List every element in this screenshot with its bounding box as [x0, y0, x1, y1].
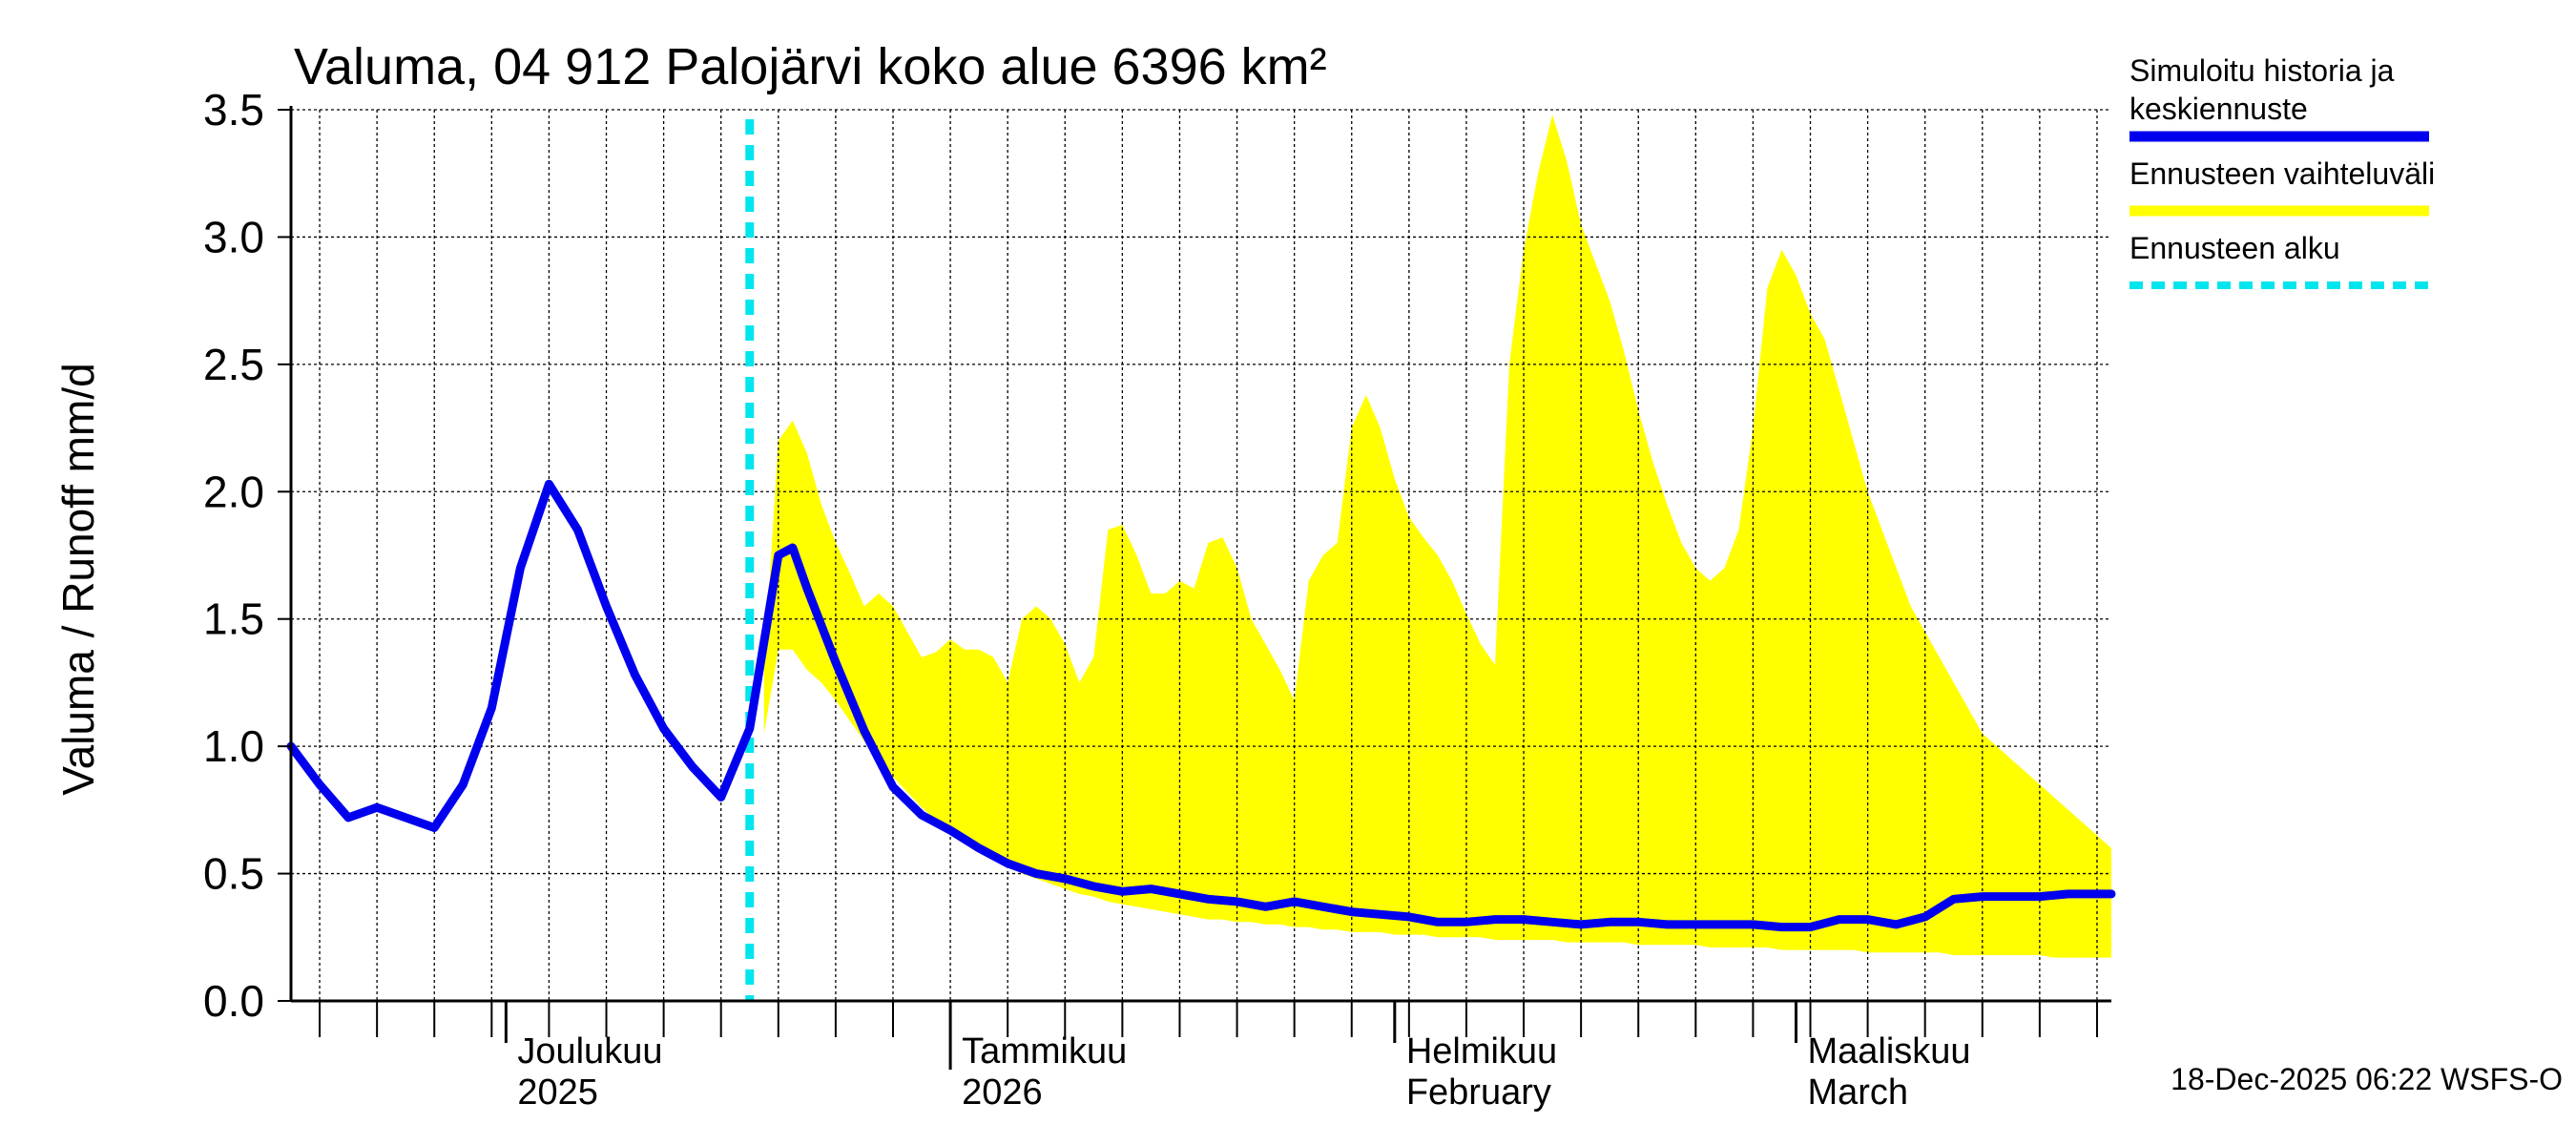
y-tick-label: 3.5 [203, 85, 264, 135]
forecast-range-layer [763, 114, 2111, 958]
legend-label: Ennusteen vaihteluväli [2129, 156, 2435, 191]
y-tick-label: 1.0 [203, 721, 264, 771]
legend: Simuloitu historia ja keskiennuste Ennuste… [2129, 53, 2435, 289]
legend-label: Ennusteen alku [2129, 231, 2340, 265]
month-sublabel: March [1807, 1072, 1908, 1113]
y-axis-label: Valuma / Runoff mm/d [53, 363, 103, 795]
y-tick-label: 2.5 [203, 340, 264, 389]
legend-label: Simuloitu historia ja [2129, 53, 2395, 88]
chart-title: Valuma, 04 912 Palojärvi koko alue 6396 … [294, 38, 1327, 95]
label-layer: Valuma, 04 912 Palojärvi koko alue 6396 … [53, 38, 2563, 1096]
legend-label-line2: keskiennuste [2129, 92, 2308, 126]
history-line-layer [286, 119, 2116, 1001]
grid-layer [291, 109, 2111, 1001]
y-tick-label: 2.0 [203, 467, 264, 516]
y-tick-label: 0.0 [203, 976, 264, 1026]
history-median-line [286, 479, 2116, 932]
forecast-range-band [763, 114, 2111, 958]
month-label: Joulukuu [517, 1031, 662, 1072]
y-tick-label: 0.5 [203, 849, 264, 899]
timestamp: 18-Dec-2025 06:22 WSFS-O [2171, 1062, 2563, 1096]
month-sublabel: 2025 [517, 1072, 598, 1113]
y-tick-label: 1.5 [203, 594, 264, 644]
month-label: Helmikuu [1406, 1031, 1557, 1072]
month-sublabel: 2026 [962, 1072, 1043, 1113]
month-label: Maaliskuu [1807, 1031, 1970, 1072]
month-sublabel: February [1406, 1072, 1551, 1113]
y-tick-label: 3.0 [203, 212, 264, 261]
month-label: Tammikuu [962, 1031, 1127, 1072]
